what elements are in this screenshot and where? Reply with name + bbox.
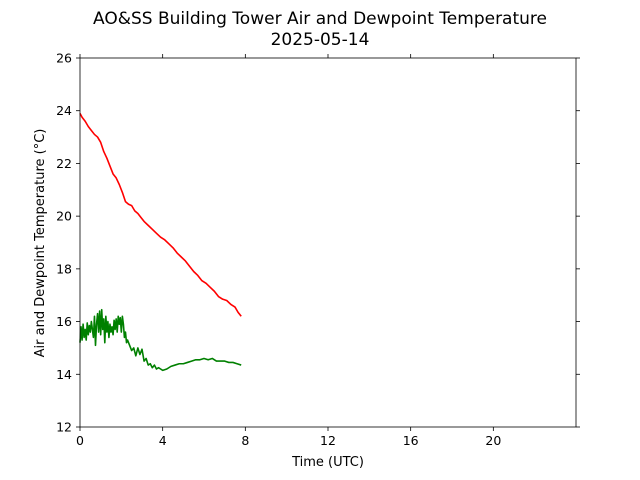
chart-subtitle: 2025-05-14 xyxy=(271,30,370,50)
series-line-1 xyxy=(79,112,242,317)
y-tick-label: 18 xyxy=(56,261,72,276)
x-tick-label: 4 xyxy=(159,433,167,448)
y-axis-label: Air and Dewpoint Temperature (°C) xyxy=(33,129,48,358)
series-line-2 xyxy=(79,308,242,372)
y-tick-label: 14 xyxy=(56,367,72,382)
y-tick-label: 16 xyxy=(56,314,72,329)
y-tick-label: 26 xyxy=(56,51,72,66)
x-axis-label: Time (UTC) xyxy=(291,455,364,470)
y-tick-label: 12 xyxy=(56,420,72,435)
axes-layer: 0 4 8 12 16 20 12 14 16 18 20 22 24 26 xyxy=(56,51,580,448)
x-tick-label: 20 xyxy=(485,433,501,448)
x-tick-label: 12 xyxy=(320,433,336,448)
y-tick-label: 24 xyxy=(56,103,72,118)
x-tick-label: 0 xyxy=(76,433,84,448)
x-tick-label: 16 xyxy=(403,433,419,448)
series-layer xyxy=(79,112,242,372)
chart-title: AO&SS Building Tower Air and Dewpoint Te… xyxy=(93,9,547,29)
x-tick-label: 8 xyxy=(241,433,249,448)
y-tick-label: 20 xyxy=(56,209,72,224)
y-tick-label: 22 xyxy=(56,156,72,171)
